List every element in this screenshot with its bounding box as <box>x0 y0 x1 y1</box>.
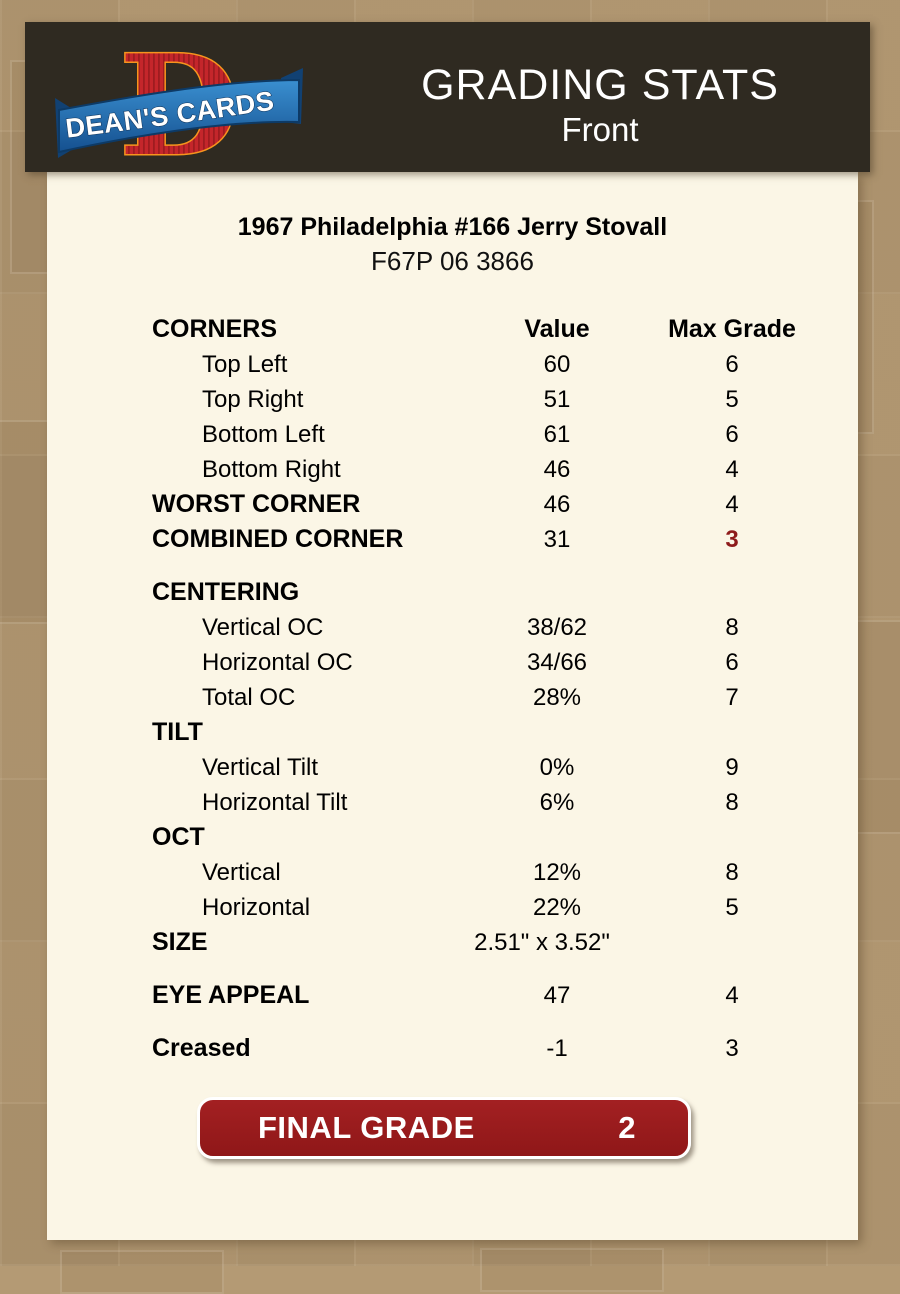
table-row: COMBINED CORNER 31 3 <box>47 522 858 557</box>
row-max-grade: 6 <box>725 421 739 448</box>
row-value: 46 <box>543 456 571 483</box>
stats-table: CORNERS Value Max Grade Top Left 60 6 To… <box>47 312 858 1066</box>
table-row: Horizontal Tilt 6% 8 <box>47 785 858 820</box>
row-value: 22% <box>532 894 582 921</box>
row-label: Top Left <box>202 351 288 378</box>
table-row: EYE APPEAL 47 4 <box>47 978 858 1013</box>
row-max-grade <box>642 820 822 855</box>
row-max-grade: 3 <box>725 1035 739 1062</box>
card-title: 1967 Philadelphia #166 Jerry Stovall <box>237 213 668 241</box>
row-value: 60 <box>543 351 571 378</box>
row-max-grade: 9 <box>725 754 739 781</box>
table-row: Bottom Right 46 4 <box>47 452 858 487</box>
row-max-grade <box>642 715 822 750</box>
page-subtitle: Front <box>561 111 639 148</box>
row-label: EYE APPEAL <box>152 981 310 1009</box>
background-card <box>60 1250 224 1294</box>
row-max-grade: 3 <box>725 526 739 553</box>
row-max-grade: 6 <box>725 649 739 676</box>
brand-logo: D DEAN'S CARDS <box>53 23 305 189</box>
row-max-grade: 8 <box>725 859 739 886</box>
row-max-grade: 5 <box>725 386 739 413</box>
row-value: 28% <box>532 684 582 711</box>
row-value: 47 <box>543 982 571 1009</box>
row-value <box>472 715 642 750</box>
table-row: Vertical 12% 8 <box>47 855 858 890</box>
ribbon-banner-icon <box>58 78 300 154</box>
row-label: SIZE <box>152 928 208 956</box>
table-row: OCT <box>47 820 858 855</box>
row-label: Creased <box>152 1034 251 1062</box>
row-max-grade: 4 <box>725 982 739 1009</box>
background-card <box>480 1248 664 1292</box>
header-titles: GRADING STATS Front <box>360 22 840 172</box>
row-label: Bottom Left <box>202 421 325 448</box>
table-row: Vertical OC 38/62 8 <box>47 610 858 645</box>
row-label: Bottom Right <box>202 456 341 483</box>
row-max-grade: 4 <box>725 456 739 483</box>
grading-panel: 1967 Philadelphia #166 Jerry Stovall F67… <box>47 172 858 1240</box>
table-row: Horizontal 22% 5 <box>47 890 858 925</box>
table-row: Total OC 28% 7 <box>47 680 858 715</box>
header-bar: D DEAN'S CARDS GRADING STATS Front <box>25 22 870 189</box>
final-grade-label: FINAL GRADE <box>258 1110 475 1145</box>
row-label: Total OC <box>202 684 296 711</box>
row-label: Vertical OC <box>202 614 324 641</box>
row-value <box>472 575 642 610</box>
table-row: TILT <box>47 715 858 750</box>
page-title: GRADING STATS <box>421 61 779 109</box>
row-value: 0% <box>539 754 575 781</box>
row-max-grade: 7 <box>725 684 739 711</box>
row-max-grade <box>642 575 822 610</box>
row-label: Horizontal OC <box>202 649 353 676</box>
table-row: SIZE 2.51" x 3.52" <box>47 925 858 960</box>
card-serial-number: F67P 06 3866 <box>371 246 534 276</box>
row-value: 51 <box>543 386 571 413</box>
row-max-grade: 8 <box>725 614 739 641</box>
row-value: 6% <box>539 789 575 816</box>
row-label: COMBINED CORNER <box>152 525 404 553</box>
row-label: CENTERING <box>152 578 300 606</box>
table-row: Bottom Left 61 6 <box>47 417 858 452</box>
row-label: Vertical <box>202 859 281 886</box>
table-row: CENTERING <box>47 575 858 610</box>
row-max-grade <box>642 925 822 960</box>
row-label: OCT <box>152 823 205 851</box>
deans-cards-logo-icon: D DEAN'S CARDS <box>55 23 303 189</box>
row-label: Horizontal <box>202 894 311 921</box>
row-max-grade: 8 <box>725 789 739 816</box>
row-value: 46 <box>543 491 571 518</box>
row-label: Vertical Tilt <box>202 754 319 781</box>
row-value: 2.51" x 3.52" <box>474 929 610 956</box>
table-row: Top Left 60 6 <box>47 347 858 382</box>
table-header-row: CORNERS Value Max Grade <box>47 312 858 347</box>
row-label: TILT <box>152 718 203 746</box>
row-value: -1 <box>546 1035 568 1062</box>
column-header-max-grade: Max Grade <box>668 315 796 343</box>
row-max-grade: 5 <box>725 894 739 921</box>
final-grade-value: 2 <box>618 1110 636 1145</box>
row-label: Horizontal Tilt <box>202 789 348 816</box>
row-max-grade: 6 <box>725 351 739 378</box>
table-row: Vertical Tilt 0% 9 <box>47 750 858 785</box>
stats-table-body: Top Left 60 6 Top Right 51 5 Bottom Left… <box>47 347 858 1066</box>
row-value: 12% <box>532 859 582 886</box>
table-row: Creased -1 3 <box>47 1031 858 1066</box>
row-value <box>472 820 642 855</box>
column-header-corners: CORNERS <box>152 315 278 343</box>
column-header-value: Value <box>524 315 590 343</box>
row-label: WORST CORNER <box>152 490 361 518</box>
row-value: 61 <box>543 421 571 448</box>
row-value: 31 <box>543 526 571 553</box>
final-grade-button[interactable]: FINAL GRADE 2 <box>197 1097 691 1159</box>
row-max-grade: 4 <box>725 491 739 518</box>
row-value: 34/66 <box>526 649 588 676</box>
row-label: Top Right <box>202 386 304 413</box>
table-row: WORST CORNER 46 4 <box>47 487 858 522</box>
table-row: Top Right 51 5 <box>47 382 858 417</box>
table-row: Horizontal OC 34/66 6 <box>47 645 858 680</box>
row-value: 38/62 <box>526 614 588 641</box>
